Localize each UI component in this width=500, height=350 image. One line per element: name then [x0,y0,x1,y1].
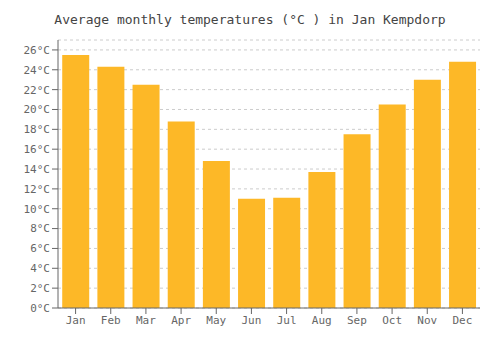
svg-text:Jun: Jun [241,314,261,327]
svg-text:Sep: Sep [347,314,367,327]
svg-text:14°C: 14°C [24,163,51,176]
svg-text:12°C: 12°C [24,183,51,196]
html-text:Average monthly temperatures (: Average monthly temperatures (°C ) in Ja… [54,12,446,27]
svg-text:Jan: Jan [66,314,86,327]
svg-text:0°C: 0°C [30,302,50,315]
svg-text:Oct: Oct [382,314,402,327]
svg-text:10°C: 10°C [24,203,51,216]
svg-text:18°C: 18°C [24,123,51,136]
svg-text:Jul: Jul [277,314,297,327]
svg-text:Feb: Feb [101,314,121,327]
svg-text:2°C: 2°C [30,282,50,295]
svg-text:May: May [206,314,226,327]
svg-text:Nov: Nov [417,314,437,327]
svg-text:6°C: 6°C [30,242,50,255]
svg-text:8°C: 8°C [30,222,50,235]
svg-text:26°C: 26°C [24,44,51,57]
svg-text:4°C: 4°C [30,262,50,275]
svg-text:22°C: 22°C [24,84,51,97]
svg-text:20°C: 20°C [24,103,51,116]
svg-text:Aug: Aug [312,314,332,327]
svg-text:Dec: Dec [452,314,472,327]
svg-text:16°C: 16°C [24,143,51,156]
svg-text:Mar: Mar [136,314,156,327]
svg-text:Apr: Apr [171,314,191,327]
svg-text:24°C: 24°C [24,64,51,77]
